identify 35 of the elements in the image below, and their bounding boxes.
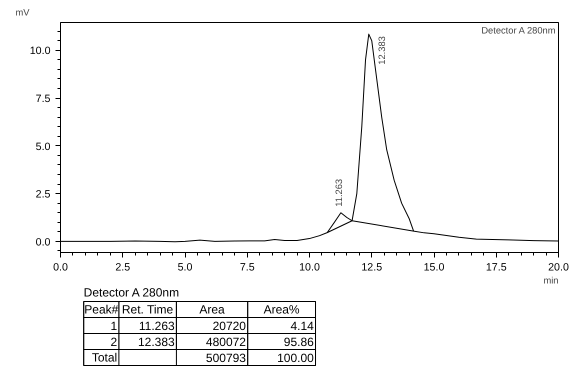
text: 4.14 [290, 319, 314, 333]
text: Ret. Time [122, 302, 174, 316]
x-tick-label: 17.5 [486, 262, 507, 274]
x-tick-label: 0.0 [53, 262, 68, 274]
y-tick-label: 10.0 [30, 45, 51, 58]
text: Area [199, 302, 226, 316]
text: 12.383 [138, 335, 176, 349]
x-tick-label: 2.5 [115, 262, 130, 274]
chart-title: Detector A 280nm [481, 26, 556, 36]
x-tick-label: 20.0 [548, 262, 569, 274]
y-tick-label: 0.0 [36, 236, 51, 248]
text: 11.263 [138, 319, 176, 333]
x-tick-label: 12.5 [361, 262, 382, 274]
x-tick-label: 10.0 [299, 262, 320, 274]
text: Total [92, 350, 118, 364]
y-tick-label: 7.5 [36, 93, 51, 106]
x-tick-label: 7.5 [240, 262, 255, 274]
text: 95.86 [284, 335, 314, 349]
text: 480072 [206, 335, 246, 349]
text: 100.00 [277, 351, 314, 365]
y-tick-label: 5.0 [36, 140, 51, 153]
y-axis-title: mV [16, 8, 30, 18]
text: 2 [110, 335, 118, 349]
text: Area% [264, 302, 300, 316]
x-tick-label: 15.0 [424, 262, 444, 274]
text: 500793 [206, 351, 246, 365]
x-tick-label: 5.0 [178, 262, 192, 274]
text: 20720 [212, 319, 246, 333]
x-axis-title: min [543, 276, 558, 286]
text: Peak# [84, 302, 119, 316]
y-tick-label: 2.5 [36, 188, 51, 201]
text: Detector A 280nm [84, 286, 180, 300]
annotation: 11.263 [334, 178, 344, 207]
annotation: 12.383 [376, 36, 387, 65]
text: 1 [110, 319, 118, 333]
